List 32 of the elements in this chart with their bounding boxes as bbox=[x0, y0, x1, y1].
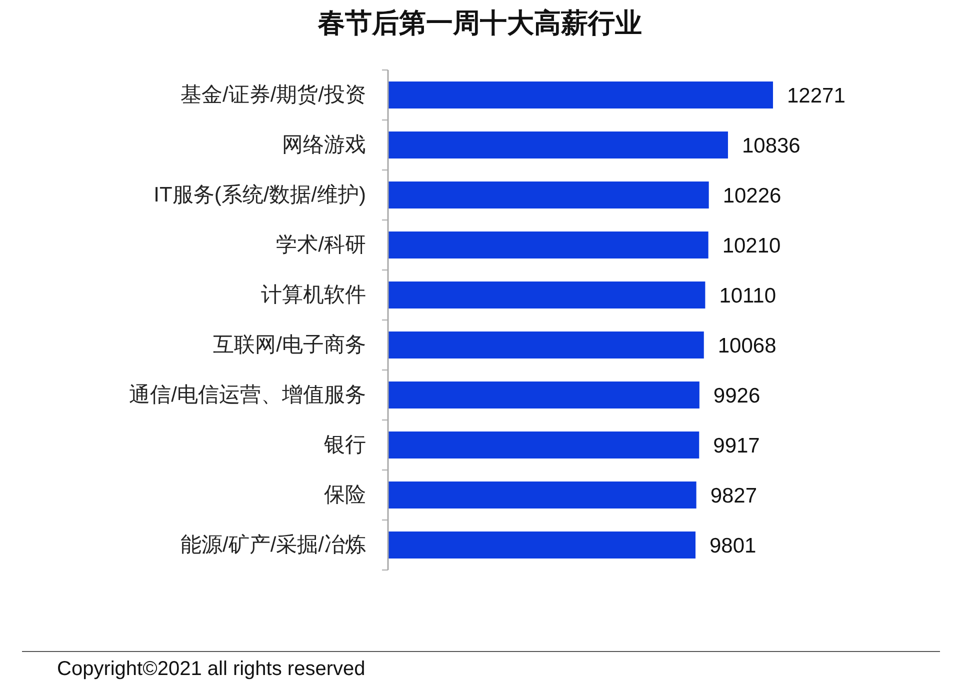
data-label: 12271 bbox=[787, 84, 846, 108]
y-tick-label: 通信/电信运营、增值服务 bbox=[129, 384, 366, 406]
bar bbox=[388, 232, 708, 258]
bar bbox=[388, 532, 696, 558]
data-label: 10068 bbox=[718, 334, 776, 358]
text: Copyright©2021 all rights reserved bbox=[57, 658, 366, 681]
bar bbox=[388, 482, 696, 508]
y-tick-label: 互联网/电子商务 bbox=[213, 334, 366, 356]
y-tick-label: 基金/证券/期货/投资 bbox=[180, 84, 366, 106]
bar bbox=[388, 282, 706, 308]
data-label: 9917 bbox=[713, 434, 760, 458]
y-tick-label: 计算机软件 bbox=[261, 284, 366, 306]
chart-title: 春节后第一周十大高薪行业 bbox=[316, 7, 643, 40]
data-label: 10210 bbox=[722, 234, 781, 258]
bar bbox=[388, 332, 704, 358]
bar bbox=[388, 382, 700, 408]
bar bbox=[388, 132, 728, 158]
bar bbox=[388, 432, 700, 458]
bar bbox=[388, 82, 773, 108]
data-label: 10110 bbox=[719, 284, 776, 308]
y-tick-label: 能源/矿产/采掘/冶炼 bbox=[180, 534, 366, 556]
y-tick-label: IT服务(系统/数据/维护) bbox=[154, 184, 366, 206]
y-tick-label: 学术/科研 bbox=[276, 234, 366, 256]
y-tick-label: 银行 bbox=[323, 434, 366, 456]
data-label: 10226 bbox=[722, 184, 782, 208]
data-label: 9801 bbox=[710, 534, 756, 558]
bar bbox=[388, 182, 709, 208]
y-tick-label: 保险 bbox=[324, 484, 366, 506]
y-tick-label: 网络游戏 bbox=[282, 134, 366, 156]
data-label: 9926 bbox=[713, 384, 760, 408]
data-label: 9827 bbox=[710, 484, 758, 508]
data-label: 10836 bbox=[742, 134, 800, 158]
